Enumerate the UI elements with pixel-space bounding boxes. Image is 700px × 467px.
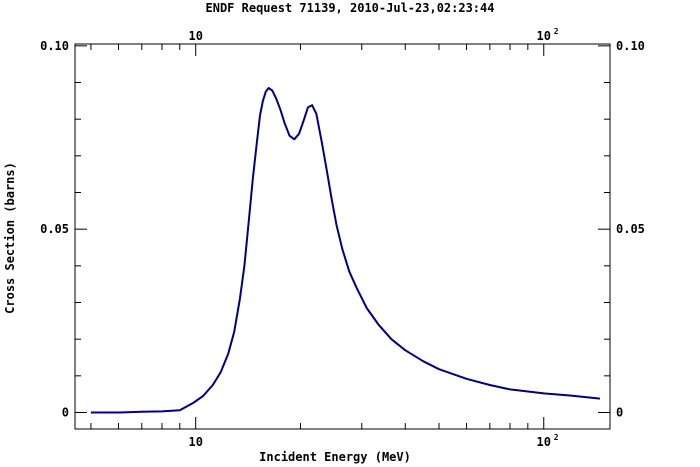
chart-title: ENDF Request 71139, 2010-Jul-23,02:23:44 [206, 1, 495, 15]
x-tick-label-top: 10 [188, 29, 202, 43]
x-tick-label-bottom: 10 [537, 435, 551, 449]
y-tick-label-left: 0.05 [40, 222, 69, 236]
x-tick-label-bottom-exponent: 2 [554, 433, 559, 442]
series-line [90, 87, 601, 414]
plot-frame [74, 43, 611, 430]
y-tick-label-left: 0.10 [40, 39, 69, 53]
y-tick-label-right: 0 [616, 406, 623, 420]
y-tick-label-left: 0 [62, 406, 69, 420]
x-tick-label-bottom: 10 [188, 435, 202, 449]
x-tick-label-top-exponent: 2 [554, 27, 559, 36]
y-tick-label-right: 0.05 [616, 222, 645, 236]
ticks [75, 44, 610, 429]
y-tick-label-right: 0.10 [616, 39, 645, 53]
y-axis-label: Cross Section (barns) [3, 162, 17, 314]
x-axis-label: Incident Energy (MeV) [259, 450, 411, 464]
x-tick-label-top: 10 [537, 29, 551, 43]
